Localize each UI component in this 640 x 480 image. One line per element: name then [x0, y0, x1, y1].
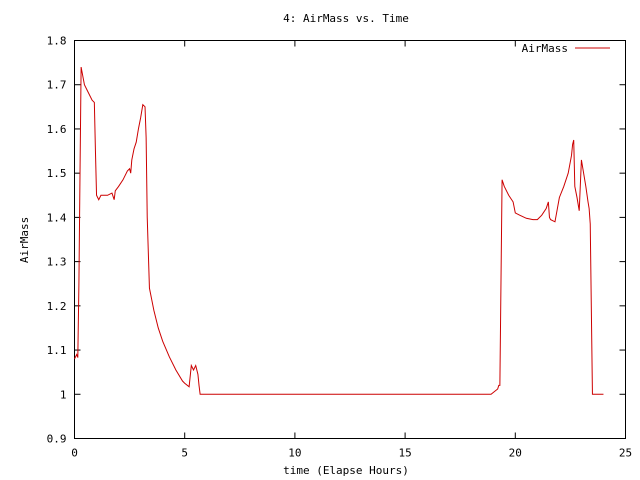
x-tick-label: 10: [288, 447, 301, 460]
y-tick-label: 1.7: [47, 79, 67, 92]
y-axis-label: AirMass: [18, 217, 31, 263]
y-tick-label: 1.3: [47, 256, 67, 269]
plot-frame: [74, 40, 626, 439]
x-tick-label: 15: [398, 447, 411, 460]
y-axis: 0.9 1 1.1 1.2 1.3 1.4 1.5 1.6 1.7 1.8: [47, 35, 626, 446]
x-axis-label: time (Elapse Hours): [283, 464, 409, 477]
x-tick-label: 20: [509, 447, 522, 460]
x-tick-label: 0: [71, 447, 78, 460]
y-tick-label: 1: [60, 388, 67, 401]
y-tick-label: 1.5: [47, 167, 67, 180]
x-tick-label: 25: [619, 447, 632, 460]
chart-title: 4: AirMass vs. Time: [283, 12, 409, 25]
y-tick-label: 1.1: [47, 344, 67, 357]
y-tick-label: 0.9: [47, 433, 67, 446]
series-layer: [74, 66, 604, 395]
y-tick-label: 1.8: [47, 35, 67, 48]
x-axis: 0 5 10 15 20 25: [71, 40, 632, 460]
legend: AirMass: [522, 42, 610, 55]
legend-label-airmass: AirMass: [522, 42, 568, 55]
series-line-airmass: [74, 66, 604, 395]
y-tick-label: 1.6: [47, 123, 67, 136]
y-tick-label: 1.4: [47, 211, 67, 224]
x-tick-label: 5: [181, 447, 188, 460]
y-tick-label: 1.2: [47, 300, 67, 313]
